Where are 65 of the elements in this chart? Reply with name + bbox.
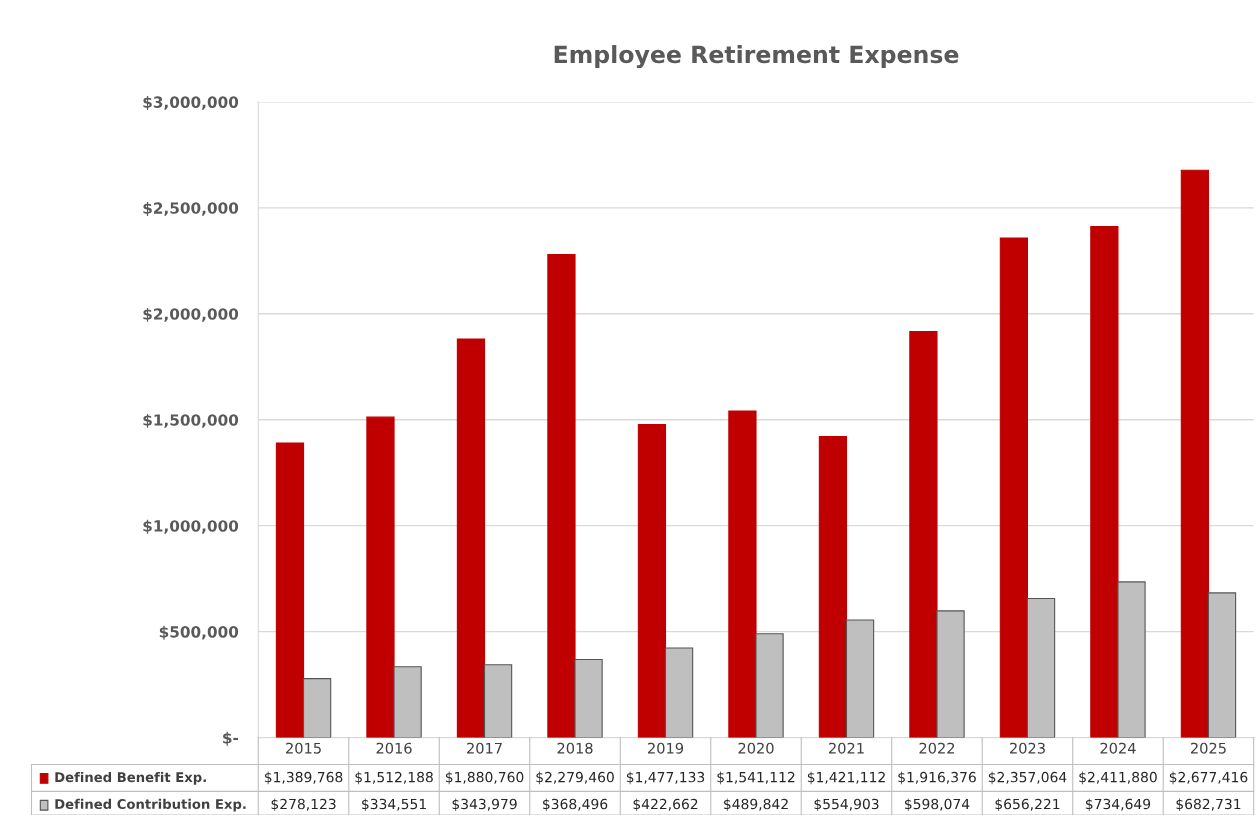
data-label: $343,979 [452,798,517,812]
y-tick-label: $2,000,000 [143,307,239,322]
x-tick-label: 2016 [376,742,412,754]
bar [574,658,603,738]
legend-label: Defined Contribution Exp. [55,798,246,812]
data-label: $489,842 [724,798,788,812]
data-label: $2,357,064 [988,771,1067,785]
data-label: $2,677,416 [1169,771,1248,785]
bar [366,416,395,738]
data-label: $278,123 [271,798,336,812]
data-label: $1,512,188 [355,771,433,785]
legend-label: Defined Benefit Exp. [55,771,206,785]
y-tick-label: $500,000 [159,625,239,640]
bar [456,338,486,738]
bar [547,254,576,738]
bar [393,666,422,738]
y-tick-label: $- [223,731,239,746]
x-tick-label: 2015 [286,742,321,754]
x-tick-label: 2017 [467,742,502,754]
bar [483,664,513,738]
y-tick-label: $2,500,000 [143,202,239,216]
bar [818,435,848,738]
bar [728,410,757,738]
data-label: $1,421,112 [807,771,885,785]
bar [1026,597,1056,738]
data-label: $334,551 [362,798,426,812]
x-tick-label: 2022 [919,742,955,754]
x-tick-label: 2025 [1190,742,1226,754]
bar [1207,592,1237,738]
bar [302,678,332,738]
bar [1090,225,1119,738]
data-label: $656,221 [995,798,1060,812]
x-tick-label: 2020 [738,742,774,754]
bar [637,424,667,738]
data-label: $1,916,376 [898,771,976,785]
data-label: $1,880,760 [445,771,524,785]
bar [909,330,938,738]
bar [1117,581,1146,738]
data-label: $2,279,460 [536,771,614,785]
data-label: $1,541,112 [717,771,795,785]
x-tick-label: 2024 [1100,742,1136,754]
bar [664,647,694,738]
data-label: $1,389,768 [264,771,343,785]
data-label: $422,662 [633,798,698,812]
x-tick-label: 2023 [1009,742,1045,754]
chart-title: Employee Retirement Expense [554,45,959,69]
x-tick-label: 2021 [829,742,864,754]
data-label: $598,074 [905,798,970,812]
x-tick-label: 2018 [557,742,593,754]
data-label: $2,411,880 [1079,771,1157,785]
data-label: $554,903 [814,798,879,812]
data-label: $368,496 [543,798,608,812]
bar [1180,169,1210,738]
y-tick-label: $3,000,000 [143,96,239,110]
y-tick-label: $1,000,000 [143,519,239,534]
data-label: $682,731 [1176,798,1241,812]
bar [999,237,1029,738]
data-label: $734,649 [1085,798,1151,812]
x-tick-label: 2019 [648,742,684,754]
bar [275,442,305,738]
data-label: $1,477,133 [626,771,705,785]
y-tick-label: $1,500,000 [143,413,239,428]
bar [936,610,965,738]
bar [845,619,875,738]
bar [755,633,784,738]
